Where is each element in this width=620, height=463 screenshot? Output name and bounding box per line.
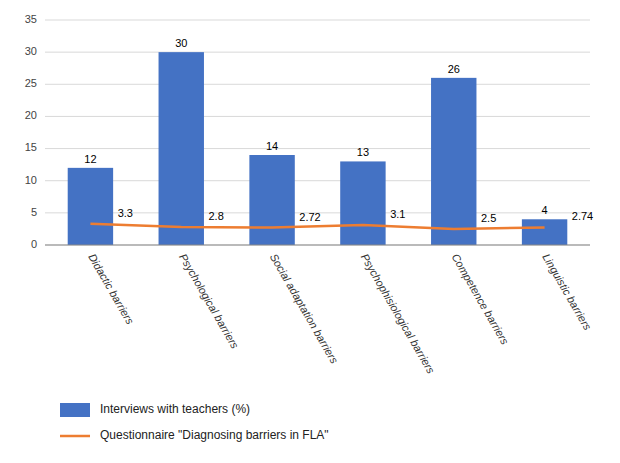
grid-line (45, 52, 590, 53)
legend-swatch (60, 435, 90, 438)
line (90, 224, 544, 229)
y-tick-label: 20 (25, 109, 37, 121)
y-tick-label: 10 (25, 174, 37, 186)
bar (249, 155, 294, 245)
data-label: 12 (84, 153, 96, 165)
grid-line (45, 245, 590, 246)
background (0, 0, 620, 463)
data-label: 30 (175, 37, 187, 49)
data-label: 3.1 (390, 208, 405, 220)
legend: Interviews with teachers (%) Questionnair… (60, 402, 329, 442)
data-label: 14 (266, 140, 278, 152)
grid-line (45, 180, 590, 181)
grid-line (45, 84, 590, 85)
data-label: 3.3 (118, 207, 133, 219)
data-label: 4 (542, 204, 548, 216)
x-tick-label: Social adaptation barriers (268, 251, 341, 365)
plot-area (68, 52, 568, 245)
x-tick-label: Psychological barriers (177, 251, 241, 351)
chart: 0 5 10 15 20 25 30 35 12 30 14 13 26 4 3.3 2.8 2.72 3.1 2.… (0, 0, 620, 463)
y-tick-label: 5 (31, 206, 37, 218)
grid-line (45, 148, 590, 149)
x-tick-label: Linguistic barriers (540, 251, 594, 332)
bar (159, 52, 204, 245)
x-axis (45, 245, 590, 246)
data-label: 2.72 (299, 211, 320, 223)
data-label: 2.74 (572, 210, 593, 222)
y-tick-label: 30 (25, 45, 37, 57)
legend-label: Questionnaire "Diagnosing barriers in FL… (100, 428, 329, 442)
y-tick-label: 25 (25, 77, 37, 89)
y-tick-label: 0 (31, 238, 37, 250)
legend-label: Interviews with teachers (%) (100, 402, 250, 416)
data-label: 13 (357, 146, 369, 158)
data-label: 26 (448, 63, 460, 75)
grid (45, 20, 590, 245)
chart-container: 0 5 10 15 20 25 30 35 12 30 14 13 26 4 3.3 2.8 2.72 3.1 2.… (0, 0, 620, 463)
legend-swatch (60, 403, 90, 417)
data-label: 2.8 (209, 210, 224, 222)
y-tick-label: 35 (25, 13, 37, 25)
x-tick-label: Didactic barriers (86, 251, 136, 326)
grid-line (45, 20, 590, 21)
bar (340, 161, 385, 245)
bar (431, 78, 476, 245)
grid-line (45, 116, 590, 117)
bar (522, 219, 567, 245)
data-label: 2.5 (481, 212, 496, 224)
y-tick-label: 15 (25, 141, 37, 153)
x-tick-label: Psychophisiological barriers (359, 251, 438, 376)
x-tick-label: Competence barriers (450, 251, 512, 346)
bar (68, 168, 113, 245)
